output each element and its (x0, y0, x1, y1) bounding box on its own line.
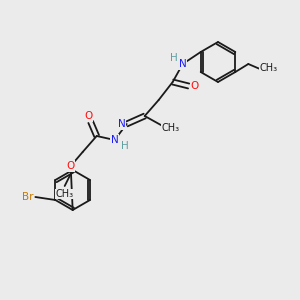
Text: O: O (85, 111, 93, 121)
Text: CH₃: CH₃ (56, 189, 74, 199)
Text: H: H (170, 53, 178, 63)
Text: H: H (121, 141, 129, 151)
Text: CH₃: CH₃ (259, 63, 278, 73)
Text: Br: Br (22, 192, 33, 202)
Text: N: N (179, 59, 187, 69)
Text: CH₃: CH₃ (162, 123, 180, 133)
Text: O: O (67, 161, 75, 171)
Text: O: O (190, 81, 199, 91)
Text: N: N (118, 119, 126, 129)
Text: N: N (111, 135, 119, 145)
